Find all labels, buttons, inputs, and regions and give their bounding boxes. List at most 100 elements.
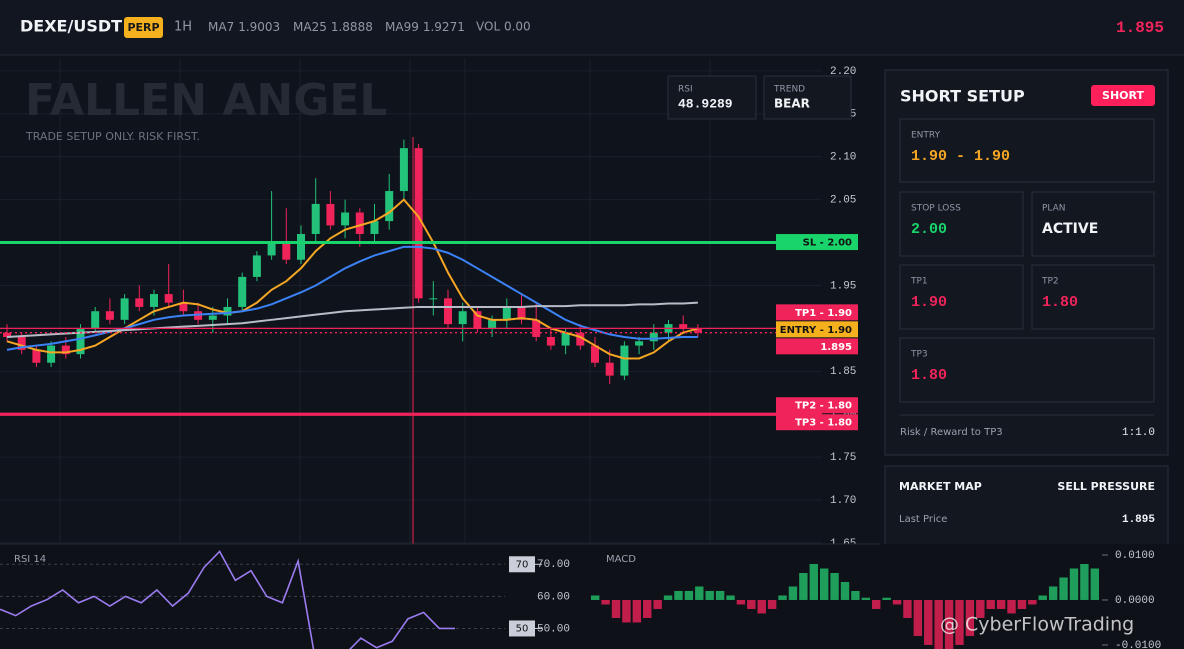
level-label: 1.895 [820, 342, 852, 353]
macd-bar [851, 590, 860, 600]
symbol: DEXE/USDT [20, 17, 122, 36]
macd-bar [653, 599, 662, 609]
candle-body [105, 311, 114, 320]
volume: VOL 0.00 [476, 20, 531, 34]
candle-body [179, 302, 188, 312]
level-badge [776, 414, 858, 431]
level-badge [776, 304, 858, 321]
macd-bar [955, 599, 964, 645]
plan-card [1031, 191, 1155, 257]
macd-bar [622, 599, 631, 623]
macd-bar [726, 595, 735, 600]
candle-body [267, 242, 276, 256]
candle-body [164, 294, 173, 303]
level-label: TP1 - 1.90 [795, 308, 852, 319]
macd-bar [1080, 563, 1089, 600]
macd-bar [924, 599, 933, 645]
candle-body [385, 191, 394, 222]
candle-body [458, 311, 467, 325]
entry-label: ENTRY [911, 131, 941, 141]
macd-bar [976, 599, 985, 618]
watermark-title: FALLEN ANGEL [25, 75, 387, 126]
header-price: 1.895 [1116, 19, 1164, 37]
candle-body [488, 319, 497, 329]
band-label: 70 [516, 559, 529, 570]
macd-bar [1059, 577, 1068, 600]
last-price-label: Last Price [899, 514, 947, 525]
y-tick-label: 70.00 [537, 559, 570, 571]
trend-stat-box [763, 75, 852, 120]
candle-body [341, 212, 350, 226]
tp1-card [899, 264, 1024, 330]
trend-stat-value: BEAR [774, 97, 810, 111]
candle-body [399, 148, 408, 192]
sl-value: 2.00 [911, 221, 947, 238]
candle-body [414, 148, 423, 299]
level-badge [776, 321, 858, 338]
level-label: TP3 - 1.80 [795, 418, 852, 429]
macd-bar [601, 599, 610, 605]
y-tick-label: 2.20 [830, 66, 856, 78]
rr-label: Risk / Reward to TP3 [900, 427, 1003, 438]
macd-bar [1038, 595, 1047, 600]
y-tick-label: -0.0100 [1115, 640, 1161, 649]
macd-bar [695, 586, 704, 600]
trend-stat-label: TREND [773, 85, 805, 95]
macd-bar [663, 595, 673, 600]
market-title: MARKET MAP [899, 480, 982, 493]
rsi-line [0, 550, 455, 649]
y-tick-label: 50.00 [537, 623, 570, 635]
candle-body [546, 336, 555, 346]
macd-bar [882, 597, 891, 600]
tp2-label: TP2 [1041, 277, 1059, 287]
y-tick-label: 1.70 [830, 495, 856, 507]
macd-bar [736, 599, 746, 605]
ma-line [6, 301, 698, 338]
candle-body [649, 332, 658, 342]
macd-bar [632, 599, 642, 623]
candle-body [91, 311, 100, 329]
macd-bar [913, 599, 923, 636]
candle-body [76, 328, 85, 355]
macd-bar [861, 597, 871, 600]
tp3-card [899, 337, 1155, 403]
candle-body [297, 233, 305, 260]
panel-title: MACD [606, 554, 636, 565]
credit-watermark: @ CyberFlowTrading [940, 614, 1134, 636]
candle-body [238, 276, 247, 307]
entry-value: 1.90 - 1.90 [911, 148, 1010, 165]
candle-body [591, 345, 599, 363]
macd-bar [934, 599, 943, 649]
candle-body [635, 341, 644, 346]
level-badge [776, 397, 858, 414]
ma-legend: MA25 1.8888 [293, 20, 373, 34]
candle-body [473, 311, 482, 329]
short-badge-text: SHORT [1102, 89, 1144, 102]
macd-bar [965, 599, 975, 636]
setup-title: SHORT SETUP [900, 87, 1025, 106]
candle-body [17, 336, 26, 350]
macd-bar [892, 599, 902, 605]
watermark-subtitle: TRADE SETUP ONLY. RISK FIRST. [25, 130, 200, 143]
candle-body [370, 221, 379, 234]
macd-bar [840, 581, 850, 600]
tp2-card [1031, 264, 1155, 330]
ma-name: MA99 [385, 20, 419, 34]
candle-body [444, 298, 452, 325]
ma-name: MA25 [293, 20, 327, 34]
candle-body [47, 345, 56, 363]
macd-bar [944, 599, 954, 649]
level-label: ENTRY - 1.90 [780, 325, 852, 336]
y-tick-label: 2.05 [830, 195, 856, 207]
macd-bar [788, 586, 798, 600]
ma-value: 1.9003 [238, 20, 280, 34]
candle-body [561, 332, 570, 346]
macd-bar [747, 599, 756, 609]
level-label: SL - 2.00 [803, 238, 852, 249]
perp-text: PERP [127, 21, 159, 34]
macd-bar [903, 599, 912, 618]
macd-bar [996, 599, 1006, 609]
band-label: 50 [516, 623, 529, 634]
candle-body [282, 242, 291, 260]
